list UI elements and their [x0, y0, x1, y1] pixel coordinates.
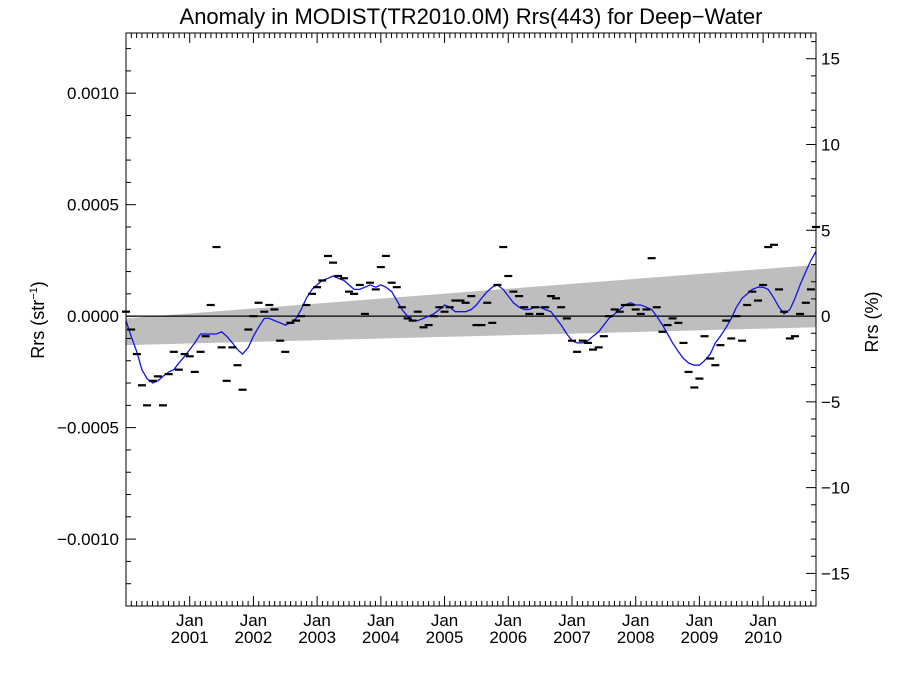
- x-tick-year-label: 2007: [553, 628, 591, 647]
- y-tick-label: 0.0010: [67, 84, 119, 103]
- trend-band: [126, 264, 816, 346]
- y-tick-label: 0.0000: [67, 307, 119, 326]
- y2-tick-label: 10: [821, 136, 840, 155]
- x-tick-month-label: Jan: [303, 611, 330, 630]
- y2-tick-label: 15: [821, 50, 840, 69]
- y-axis-title: Rrs (str−1): [28, 281, 48, 359]
- x-tick-year-label: 2004: [362, 628, 400, 647]
- x-tick-month-label: Jan: [749, 611, 776, 630]
- x-tick-year-label: 2005: [426, 628, 464, 647]
- x-tick-year-label: 2006: [489, 628, 527, 647]
- y-axis-title-close: ): [28, 281, 48, 287]
- y2-tick-label: −5: [821, 393, 840, 412]
- y-tick-label: −0.0010: [57, 530, 119, 549]
- y2-axis-title: Rrs (%): [862, 292, 882, 353]
- y-tick-label: 0.0005: [67, 196, 119, 215]
- x-tick-month-label: Jan: [495, 611, 522, 630]
- x-tick-month-label: Jan: [240, 611, 267, 630]
- x-tick-month-label: Jan: [622, 611, 649, 630]
- y2-tick-label: −15: [821, 564, 850, 583]
- y2-tick-label: −10: [821, 479, 850, 498]
- y2-tick-label: 0: [821, 307, 830, 326]
- svg-text:Rrs (str−1): Rrs (str−1): [28, 281, 48, 359]
- x-tick-year-label: 2008: [617, 628, 655, 647]
- x-tick-month-label: Jan: [367, 611, 394, 630]
- y-axis-title-superscript: −1: [28, 287, 40, 300]
- x-tick-month-label: Jan: [431, 611, 458, 630]
- y-tick-label: −0.0005: [57, 419, 119, 438]
- x-tick-year-label: 2003: [298, 628, 336, 647]
- y2-tick-label: 5: [821, 221, 830, 240]
- x-tick-year-label: 2002: [235, 628, 273, 647]
- y-axis-title-text: Rrs (str: [28, 300, 48, 359]
- x-tick-month-label: Jan: [176, 611, 203, 630]
- smoothed-line: [125, 251, 817, 384]
- chart-title: Anomaly in MODIST(TR2010.0M) Rrs(443) fo…: [180, 4, 763, 29]
- plot-area: 0.0010 0.0005 0.0000 −0.0005 −0.0010 15 10 5 0 −5…: [57, 32, 850, 647]
- x-tick-year-label: 2009: [680, 628, 718, 647]
- x-tick-month-label: Jan: [558, 611, 585, 630]
- x-tick-year-label: 2010: [744, 628, 782, 647]
- x-tick-month-label: Jan: [686, 611, 713, 630]
- x-tick-year-label: 2001: [171, 628, 209, 647]
